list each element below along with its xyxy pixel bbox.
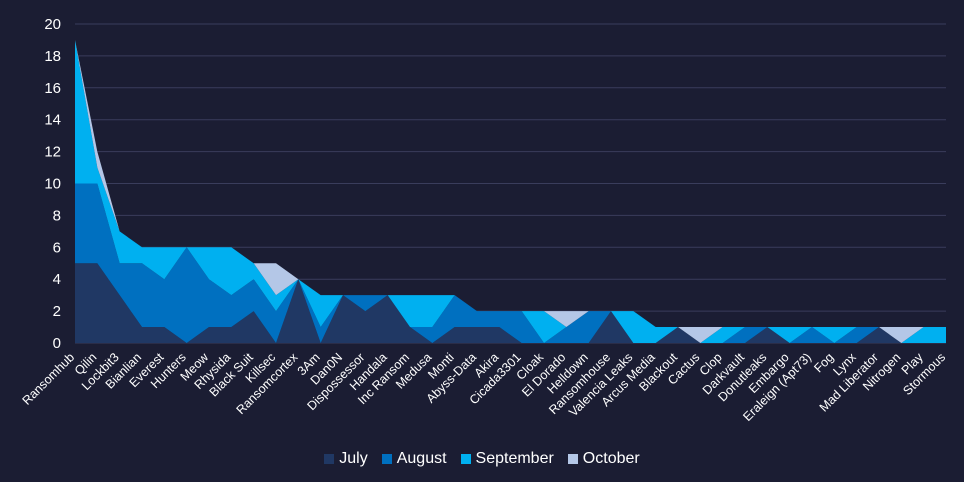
y-tick-label: 10 <box>44 176 61 193</box>
legend-label-september: September <box>475 450 554 467</box>
legend-swatch-october <box>567 454 578 464</box>
legend-swatch-july <box>324 454 335 464</box>
x-tick-label: Ransomhub <box>20 350 78 408</box>
y-tick-label: 16 <box>44 80 61 97</box>
y-tick-label: 0 <box>53 335 61 352</box>
legend-item-august: August <box>381 450 447 468</box>
y-tick-label: 12 <box>44 144 61 161</box>
y-tick-label: 8 <box>53 207 61 224</box>
area-series-july <box>75 263 946 343</box>
stacked-area-chart: 02468101214161820RansomhubQilinLockbit3B… <box>20 16 949 424</box>
area-series-august <box>75 183 946 343</box>
legend-label-july: July <box>339 450 368 467</box>
y-tick-label: 6 <box>53 239 61 256</box>
legend-label-august: August <box>396 450 447 467</box>
y-tick-label: 4 <box>53 271 61 288</box>
legend-swatch-august <box>381 454 392 464</box>
y-tick-label: 2 <box>53 303 61 320</box>
legend-swatch-september <box>460 454 471 464</box>
legend-item-september: September <box>460 450 554 468</box>
legend-item-july: July <box>324 450 368 468</box>
y-tick-label: 18 <box>44 48 61 65</box>
y-tick-label: 14 <box>44 112 61 129</box>
legend-item-october: October <box>567 450 640 468</box>
y-tick-label: 20 <box>44 16 61 33</box>
legend: July August September October <box>0 450 964 468</box>
legend-label-october: October <box>582 450 640 467</box>
